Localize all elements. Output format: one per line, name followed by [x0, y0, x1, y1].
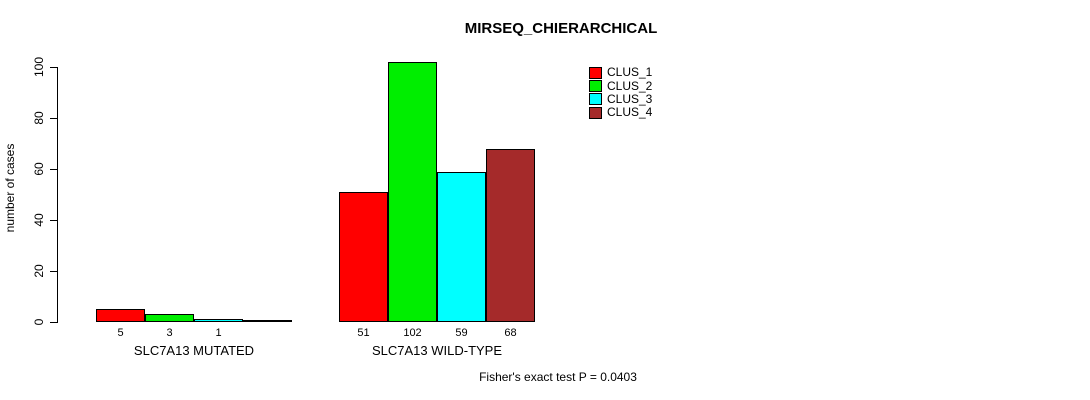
y-axis-line: [57, 67, 58, 323]
y-tick-label: 60: [32, 162, 46, 176]
group-label: SLC7A13 MUTATED: [133, 343, 255, 358]
bar-value-label: 5: [117, 327, 124, 339]
legend-label: CLUS_2: [607, 78, 653, 93]
y-tick-label: 20: [32, 264, 46, 278]
legend-item-clus_2: CLUS_2: [589, 78, 653, 93]
bar-clus_2-group1: [145, 314, 194, 322]
bar-clus_3-group2: [437, 172, 486, 322]
bar-clus_1-group1: [96, 309, 145, 322]
y-tick-mark: [50, 67, 57, 68]
y-tick-label: 40: [32, 213, 46, 227]
legend-item-clus_3: CLUS_3: [589, 91, 653, 106]
bar-value-label: 1: [215, 327, 222, 339]
legend-swatch-icon: [589, 93, 602, 106]
legend-label: CLUS_4: [607, 105, 653, 120]
y-tick-mark: [50, 322, 57, 323]
legend-swatch-icon: [589, 106, 602, 119]
bar-clus_2-group2: [388, 62, 437, 322]
footnote-pvalue: Fisher's exact test P = 0.0403: [479, 370, 637, 384]
bar-value-label: 51: [357, 327, 370, 339]
bar-clus_3-group1: [194, 319, 243, 322]
bar-clus_4-group1: [243, 320, 292, 322]
legend-swatch-icon: [589, 66, 602, 79]
legend-label: CLUS_3: [607, 91, 653, 106]
bar-value-label: 59: [455, 327, 468, 339]
y-tick-mark: [50, 169, 57, 170]
bar-value-label: 3: [166, 327, 173, 339]
bar-clus_1-group2: [339, 192, 388, 322]
y-tick-mark: [50, 118, 57, 119]
y-tick-mark: [50, 271, 57, 272]
y-tick-label: 80: [32, 111, 46, 125]
bar-value-label: 68: [504, 327, 517, 339]
y-tick-mark: [50, 220, 57, 221]
y-axis-title: number of cases: [3, 143, 17, 233]
legend-label: CLUS_1: [607, 65, 653, 80]
legend-item-clus_1: CLUS_1: [589, 66, 652, 79]
bar-value-label: 102: [403, 327, 422, 339]
group-label: SLC7A13 WILD-TYPE: [371, 343, 503, 358]
chart-title: MIRSEQ_CHIERARCHICAL: [464, 20, 658, 37]
y-tick-label: 100: [32, 56, 46, 78]
y-tick-label: 0: [32, 318, 46, 326]
legend: CLUS_1 CLUS_2 CLUS_3 CLUS_4: [589, 66, 652, 120]
legend-swatch-icon: [589, 80, 602, 93]
legend-item-clus_4: CLUS_4: [589, 106, 652, 119]
bar-clus_4-group2: [486, 149, 535, 322]
